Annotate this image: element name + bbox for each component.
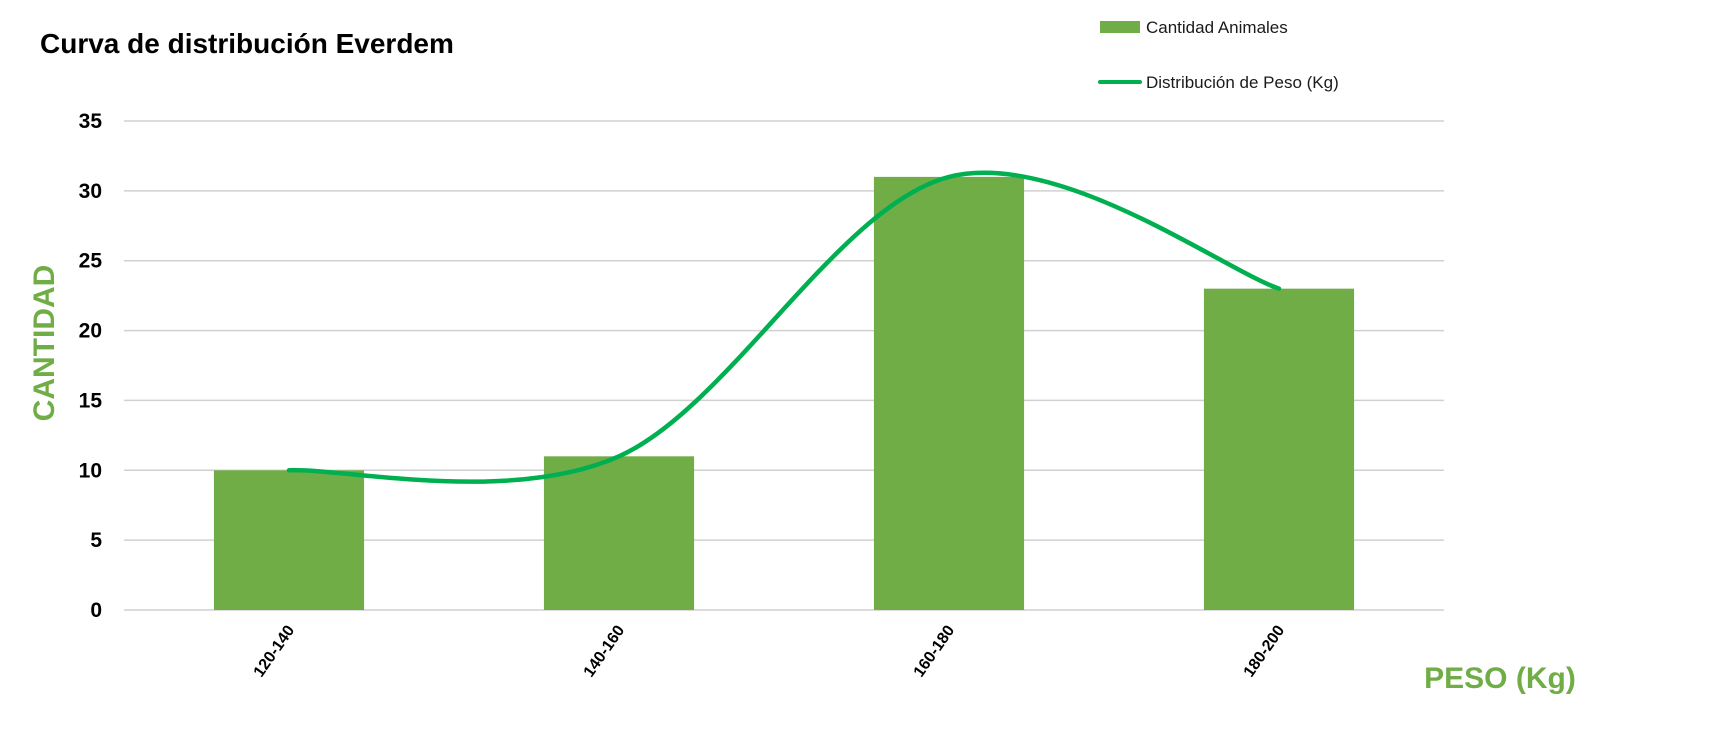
y-tick-label: 30: [79, 180, 102, 203]
bar: [213, 470, 365, 610]
y-tick-label: 15: [79, 389, 103, 412]
y-axis-title: CANTIDAD: [28, 265, 61, 422]
bar: [1203, 288, 1355, 610]
y-axis-ticks: 0 5 10 15 20 25 30 35: [79, 110, 103, 622]
x-axis-ticks: 120-140 140-160 160-180 180-200: [251, 622, 1289, 680]
y-tick-label: 35: [79, 110, 103, 133]
x-tick-label: 140-160: [581, 622, 629, 680]
legend-label-line: Distribución de Peso (Kg): [1146, 73, 1339, 92]
x-tick-label: 160-180: [911, 622, 959, 680]
x-axis-title: PESO (Kg): [1424, 662, 1576, 695]
legend-label-bar: Cantidad Animales: [1146, 18, 1288, 37]
legend: Cantidad Animales Distribución de Peso (…: [1098, 18, 1339, 92]
y-tick-label: 20: [79, 320, 102, 343]
x-tick-label: 120-140: [251, 622, 299, 680]
bar: [543, 456, 695, 610]
chart-title: Curva de distribución Everdem: [40, 28, 454, 59]
y-tick-label: 25: [79, 250, 103, 273]
y-tick-label: 0: [90, 599, 102, 622]
bar: [873, 176, 1025, 610]
legend-bar-swatch: [1100, 21, 1140, 33]
bar-series: [213, 176, 1355, 610]
distribution-line: [286, 170, 1282, 484]
y-tick-label: 10: [79, 459, 102, 482]
x-tick-label: 180-200: [1241, 622, 1289, 680]
y-tick-label: 5: [90, 529, 102, 552]
